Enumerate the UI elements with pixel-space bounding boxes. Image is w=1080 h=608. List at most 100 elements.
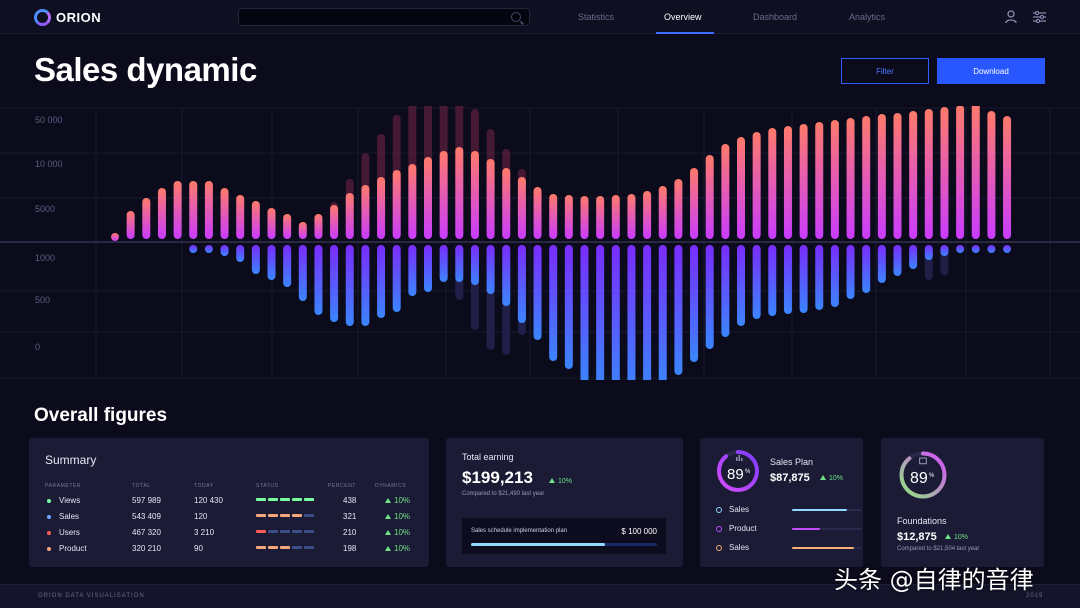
chart-bar-up (893, 113, 902, 239)
tab-statistics[interactable]: Statistics (578, 12, 615, 22)
chart-bar-down (705, 245, 714, 349)
y-tick-label: 500 (35, 295, 50, 305)
chart-bar-down (220, 245, 229, 256)
chart-bar-up (658, 186, 667, 239)
earning-value: $199,213 (462, 468, 533, 487)
chart-bar-up (204, 181, 213, 239)
chart-bar-down (439, 245, 448, 282)
chart-bar-up (705, 155, 714, 239)
foundations-gauge (899, 451, 947, 499)
chart-bar-down (940, 245, 949, 256)
chart-bar-down (377, 245, 386, 318)
chart-bar-down (517, 245, 526, 323)
status-segment (256, 514, 266, 517)
y-tick-label: 0 (35, 342, 40, 352)
status-segment (256, 530, 266, 533)
chart-bar-down (392, 245, 401, 312)
chart-bar-down (987, 245, 996, 253)
chart-bar-up (752, 132, 761, 239)
chart-bar-up (126, 211, 135, 239)
legend-marker-icon (716, 507, 722, 513)
percent-value: 210 (343, 528, 357, 537)
chart-bar-up (1003, 116, 1012, 239)
legend-track (792, 509, 862, 511)
chart-bar-down (768, 245, 777, 316)
status-segment (292, 514, 302, 517)
footer-caption: ORION DATA VISUALISATION (38, 593, 145, 599)
card-title: Total earning (462, 452, 514, 462)
chart-bar-down (956, 245, 965, 253)
chart-bar-down (408, 245, 417, 296)
progress-fill (471, 543, 605, 546)
footer-year: 2019 (1026, 593, 1044, 599)
filter-button[interactable]: Filter (841, 58, 929, 84)
today-value: 120 430 (194, 496, 223, 505)
tab-dashboard[interactable]: Dashboard (753, 12, 798, 22)
table-row[interactable]: Product 320 210 90 198 10% (29, 544, 429, 558)
chart-bar-down (909, 245, 918, 269)
chart-bar-up (862, 116, 871, 239)
gauge-value: 89 (727, 466, 744, 483)
gauge-unit: % (745, 469, 751, 475)
status-segment (268, 546, 278, 549)
column-header: TODAY (194, 483, 214, 489)
status-segment (280, 498, 290, 501)
table-row[interactable]: Sales 543 409 120 321 10% (29, 512, 429, 526)
chart-bar-up (142, 198, 151, 239)
chart-bar-up (971, 106, 980, 239)
status-dot (47, 531, 51, 535)
chart-bar-down (486, 245, 495, 294)
plan-label: Sales schedule implementation plan (471, 528, 568, 534)
foundations-value: $12,875 (897, 531, 937, 543)
chart-bar-down (721, 245, 730, 337)
tab-overview[interactable]: Overview (664, 12, 702, 22)
status-segment (304, 514, 314, 517)
status-bar (256, 530, 314, 533)
chart-bar-down (283, 245, 292, 287)
up-arrow-icon (820, 475, 826, 480)
chart-bar-down (533, 245, 542, 340)
chart-bar-up (361, 185, 370, 239)
today-value: 3 210 (194, 528, 215, 537)
chart-bar-down (314, 245, 323, 315)
section-title: Overall figures (34, 405, 168, 426)
chart-bar-up (924, 109, 933, 239)
settings-sliders-icon[interactable] (1033, 11, 1046, 23)
chart-bar-down (189, 245, 198, 253)
tab-analytics[interactable]: Analytics (849, 12, 886, 22)
download-button[interactable]: Download (937, 58, 1045, 84)
chart-bar-down (251, 245, 260, 274)
table-row[interactable]: Views 597 989 120 430 438 10% (29, 496, 429, 510)
plan-amount: $ 100 000 (621, 527, 657, 536)
chart-bar-up (189, 181, 198, 239)
chart-bar-up (596, 196, 605, 239)
chart-bar-up (768, 128, 777, 239)
column-header: DYNAMICS (375, 483, 407, 489)
search-input[interactable] (238, 8, 530, 26)
table-row[interactable]: Users 467 320 3 210 210 10% (29, 528, 429, 542)
chart-bar-up (298, 222, 307, 239)
up-arrow-icon (549, 478, 555, 483)
status-segment (280, 530, 290, 533)
status-segment (304, 498, 314, 501)
foundations-compare: Compared to $21,504 last year (897, 546, 980, 552)
chart-bar-up (236, 195, 245, 239)
total-value: 543 409 (132, 512, 161, 521)
parameter-name: Views (59, 496, 81, 505)
chart-bar-down (267, 245, 276, 280)
chart-bar-down (830, 245, 839, 307)
user-icon[interactable] (1005, 10, 1017, 24)
chart-bar-down (658, 245, 667, 380)
parameter-name: Users (59, 528, 80, 537)
sales-plan-card: 89 % Sales Plan $87,875 10% Sales Produc… (700, 438, 863, 567)
chart-bar-down (924, 245, 933, 260)
chart-bar-down (502, 245, 511, 306)
brand-logo[interactable]: ORION (34, 9, 101, 26)
chart-bar-up (486, 159, 495, 239)
status-segment (256, 546, 266, 549)
up-arrow-icon (385, 546, 391, 551)
chart-bar-up (408, 164, 417, 239)
search-icon[interactable] (511, 12, 521, 22)
legend-item: Sales (716, 505, 862, 517)
chart-bar-down (611, 245, 620, 380)
